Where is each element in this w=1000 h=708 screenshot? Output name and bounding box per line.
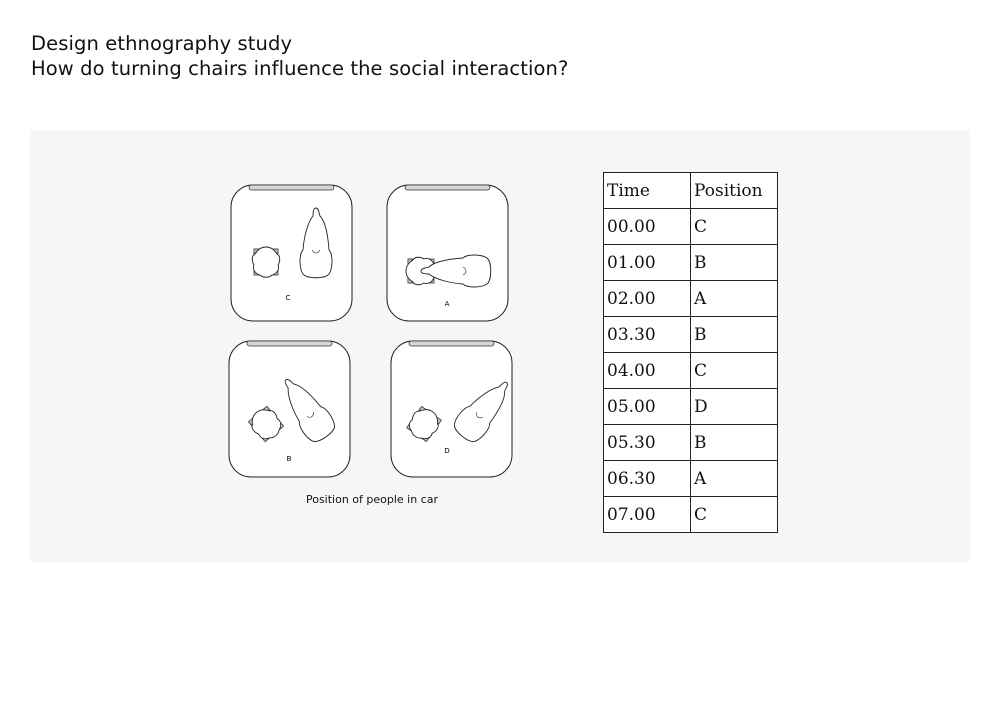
position-cell: C [690,352,778,389]
time-cell: 05.30 [603,424,691,461]
table-row: 03.30 B [603,316,778,353]
time-cell: 05.00 [603,388,691,425]
time-cell: 01.00 [603,244,691,281]
position-cell: A [690,460,778,497]
diagram-label-a: A [445,300,450,308]
table-row: 07.00 C [603,496,778,533]
position-cell: D [690,388,778,425]
position-cell: C [690,208,778,245]
table-header-row: Time Position [603,172,778,209]
diagram-label-d: D [444,447,449,455]
time-cell: 04.00 [603,352,691,389]
position-cell: B [690,244,778,281]
time-cell: 02.00 [603,280,691,317]
page-heading: Design ethnography study How do turning … [31,31,568,81]
time-cell: 06.30 [603,460,691,497]
page-title: Design ethnography study [31,32,293,55]
table-row: 05.00 D [603,388,778,425]
table-row: 04.00 C [603,352,778,389]
position-cell: C [690,496,778,533]
diagram-label-c: C [286,294,291,302]
table-row: 02.00 A [603,280,778,317]
position-cell: B [690,424,778,461]
page-subtitle: How do turning chairs influence the soci… [31,57,569,80]
table-row: 06.30 A [603,460,778,497]
time-cell: 07.00 [603,496,691,533]
table-header-time: Time [603,172,691,209]
table-row: 01.00 B [603,244,778,281]
table-header-position: Position [690,172,778,209]
diagram-position-a: A [386,184,509,322]
time-cell: 03.30 [603,316,691,353]
table-row: 05.30 B [603,424,778,461]
position-time-table: Time Position 00.00 C 01.00 B 02.00 A 03… [603,172,778,533]
position-cell: A [690,280,778,317]
time-cell: 00.00 [603,208,691,245]
diagram-label-b: B [287,455,292,463]
chair-c-left [251,246,281,278]
diagram-position-d: D [390,340,520,478]
position-cell: B [690,316,778,353]
diagram-position-b: B [228,340,351,478]
diagram-position-c: C [230,184,353,322]
table-row: 00.00 C [603,208,778,245]
